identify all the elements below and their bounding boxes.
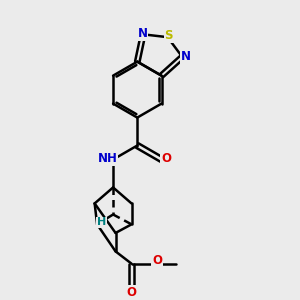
Text: N: N	[181, 50, 191, 63]
Text: O: O	[152, 254, 162, 267]
Text: O: O	[127, 286, 136, 299]
Text: N: N	[137, 27, 148, 40]
Text: O: O	[161, 152, 171, 165]
Text: NH: NH	[98, 152, 117, 165]
Text: H: H	[97, 218, 106, 227]
Text: S: S	[165, 29, 173, 42]
